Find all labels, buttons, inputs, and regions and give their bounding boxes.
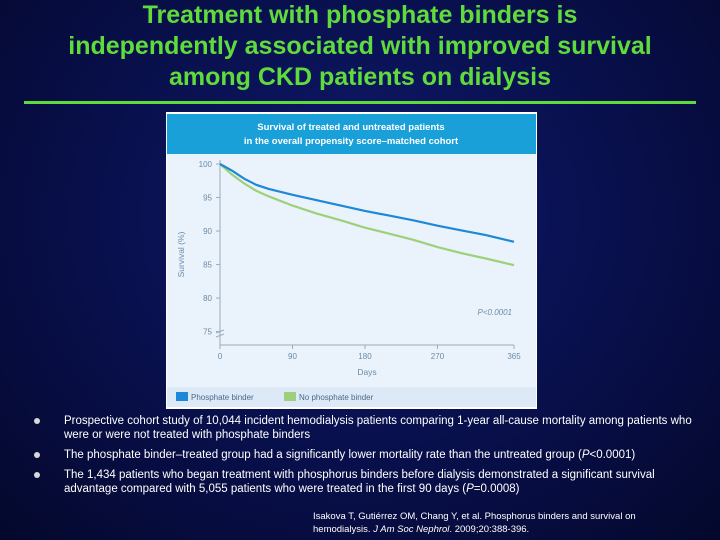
chart-title-line-2: in the overall propensity score–matched … bbox=[244, 136, 459, 147]
bullet-list: Prospective cohort study of 10,044 incid… bbox=[30, 414, 710, 502]
title-line-3: among CKD patients on dialysis bbox=[168, 63, 551, 91]
bullet-item: The phosphate binder–treated group had a… bbox=[30, 448, 710, 462]
p-value-symbol: P bbox=[466, 483, 474, 495]
title-line-2: independently associated with improved s… bbox=[68, 32, 652, 60]
legend-swatch-untreated bbox=[284, 392, 296, 401]
y-tick-label: 100 bbox=[199, 160, 213, 169]
title-line-1: Treatment with phosphate binders is bbox=[142, 1, 578, 29]
chart-title-line-1: Survival of treated and untreated patien… bbox=[257, 122, 444, 133]
plot-background bbox=[167, 154, 536, 387]
citation-journal: J Am Soc Nephrol bbox=[373, 524, 450, 535]
x-axis-label: Days bbox=[357, 367, 376, 377]
x-tick-label: 365 bbox=[507, 352, 521, 361]
chart-header bbox=[167, 114, 536, 154]
legend-label-treated: Phosphate binder bbox=[191, 393, 254, 402]
legend-label-untreated: No phosphate binder bbox=[299, 393, 374, 402]
bullet-dot-icon bbox=[34, 472, 40, 478]
citation-line-1: Isakova T, Gutiérrez OM, Chang Y, et al.… bbox=[313, 511, 636, 522]
legend-strip bbox=[167, 387, 536, 407]
series-line-phosphate-binder bbox=[219, 163, 515, 243]
bullet-text: Prospective cohort study of 10,044 incid… bbox=[64, 415, 692, 441]
y-tick-label: 95 bbox=[203, 194, 212, 203]
legend-swatch-treated bbox=[176, 392, 188, 401]
citation: Isakova T, Gutiérrez OM, Chang Y, et al.… bbox=[313, 510, 713, 536]
chart-canvas: Survival of treated and untreated patien… bbox=[167, 114, 536, 407]
y-tick-label: 80 bbox=[203, 294, 212, 303]
plot-layer: 75 80 85 90 95 100 0 90 180 270 365 Days Survival (%… bbox=[176, 160, 521, 377]
p-value-annotation: P<0.0001 bbox=[478, 308, 512, 317]
x-tick-label: 0 bbox=[218, 352, 223, 361]
bullet-dot-icon bbox=[34, 452, 40, 458]
y-tick-label: 85 bbox=[203, 261, 212, 270]
bullet-item: Prospective cohort study of 10,044 incid… bbox=[30, 414, 710, 442]
bullet-text-before: The phosphate binder–treated group had a… bbox=[64, 449, 582, 461]
bullet-text-after: <0.0001) bbox=[589, 449, 636, 461]
x-tick-label: 180 bbox=[358, 352, 372, 361]
x-tick-label: 90 bbox=[288, 352, 297, 361]
survival-chart: Survival of treated and untreated patien… bbox=[166, 112, 537, 409]
p-value-symbol: P bbox=[581, 449, 590, 461]
series-line-no-phosphate-binder bbox=[219, 163, 515, 267]
y-tick-label: 75 bbox=[203, 328, 212, 337]
slide-title: Treatment with phosphate binders is inde… bbox=[10, 0, 710, 93]
bullet-text-after: =0.0008) bbox=[473, 483, 520, 495]
bullet-text-before: The 1,434 patients who began treatment w… bbox=[64, 469, 655, 495]
citation-line-2-before: hemodialysis. bbox=[313, 524, 374, 535]
y-axis-label: Survival (%) bbox=[176, 231, 186, 277]
bullet-dot-icon bbox=[34, 418, 40, 424]
bullet-item: The 1,434 patients who began treatment w… bbox=[30, 468, 710, 496]
y-tick-label: 90 bbox=[203, 227, 212, 236]
x-tick-label: 270 bbox=[431, 352, 445, 361]
citation-line-2-after: . 2009;20:388-396. bbox=[449, 524, 530, 535]
title-divider bbox=[24, 101, 696, 104]
